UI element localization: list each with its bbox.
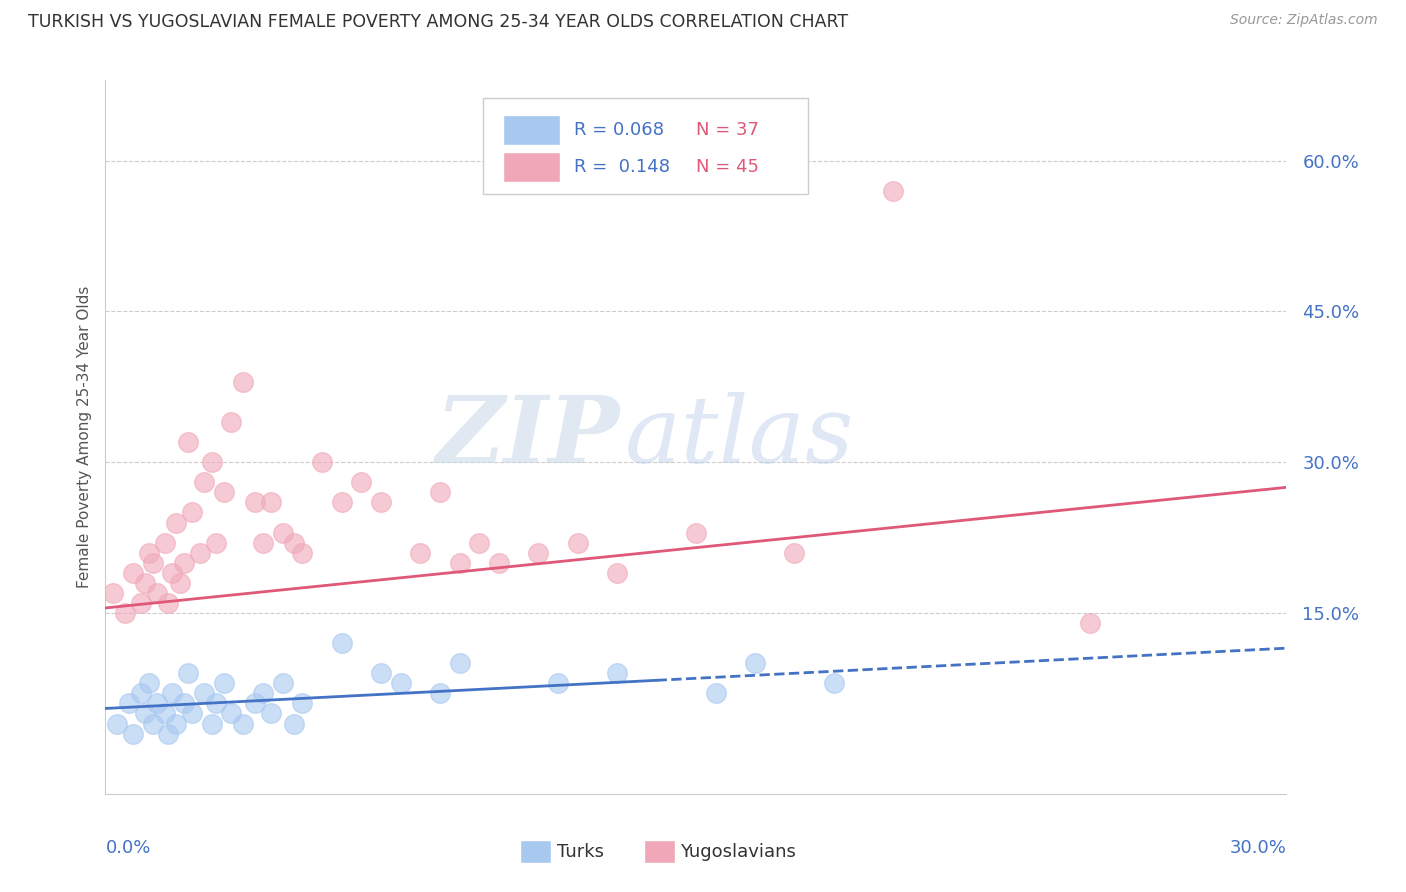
Point xyxy=(606,666,628,681)
Point xyxy=(350,475,373,490)
Point xyxy=(134,706,156,721)
Point xyxy=(389,676,412,690)
Point xyxy=(823,676,845,690)
Point xyxy=(685,525,707,540)
Text: R =  0.148: R = 0.148 xyxy=(574,159,671,177)
Point xyxy=(429,485,451,500)
Point xyxy=(330,636,353,650)
Point xyxy=(527,546,550,560)
Point xyxy=(212,485,235,500)
Point xyxy=(173,697,195,711)
Point xyxy=(409,546,432,560)
Point xyxy=(221,706,243,721)
Point xyxy=(204,535,226,549)
Point xyxy=(142,556,165,570)
Point xyxy=(567,535,589,549)
Point xyxy=(181,506,204,520)
Point xyxy=(232,375,254,389)
Text: Yugoslavians: Yugoslavians xyxy=(681,843,796,861)
Point xyxy=(330,495,353,509)
Point xyxy=(429,686,451,700)
Point xyxy=(103,586,125,600)
Point xyxy=(122,726,145,740)
Text: N = 37: N = 37 xyxy=(696,120,759,138)
Point xyxy=(153,535,176,549)
Point xyxy=(243,697,266,711)
Text: atlas: atlas xyxy=(626,392,855,482)
Point xyxy=(162,566,184,580)
Point xyxy=(201,716,224,731)
Point xyxy=(260,706,283,721)
Point xyxy=(283,535,305,549)
Point xyxy=(138,546,160,560)
Point xyxy=(142,716,165,731)
FancyBboxPatch shape xyxy=(484,98,808,194)
Point xyxy=(201,455,224,469)
Point xyxy=(129,596,152,610)
Point xyxy=(188,546,211,560)
Point xyxy=(157,596,180,610)
Point xyxy=(212,676,235,690)
Text: 0.0%: 0.0% xyxy=(105,839,150,857)
Point xyxy=(252,535,274,549)
Text: ZIP: ZIP xyxy=(434,392,619,482)
Point xyxy=(311,455,333,469)
Point xyxy=(232,716,254,731)
Point xyxy=(606,566,628,580)
Point xyxy=(271,525,294,540)
Point xyxy=(177,435,200,450)
Point xyxy=(468,535,491,549)
Text: N = 45: N = 45 xyxy=(696,159,759,177)
Point xyxy=(449,556,471,570)
Point xyxy=(252,686,274,700)
Point xyxy=(704,686,727,700)
Point xyxy=(488,556,510,570)
Point xyxy=(138,676,160,690)
Point xyxy=(221,415,243,429)
Point xyxy=(181,706,204,721)
FancyBboxPatch shape xyxy=(503,114,560,145)
Point xyxy=(145,697,167,711)
Text: TURKISH VS YUGOSLAVIAN FEMALE POVERTY AMONG 25-34 YEAR OLDS CORRELATION CHART: TURKISH VS YUGOSLAVIAN FEMALE POVERTY AM… xyxy=(28,13,848,31)
Text: Source: ZipAtlas.com: Source: ZipAtlas.com xyxy=(1230,13,1378,28)
Point xyxy=(129,686,152,700)
Point xyxy=(1078,615,1101,630)
Point xyxy=(370,666,392,681)
Point xyxy=(193,686,215,700)
Point xyxy=(283,716,305,731)
Point xyxy=(744,657,766,671)
Point xyxy=(173,556,195,570)
Point xyxy=(114,606,136,620)
Point xyxy=(204,697,226,711)
Point xyxy=(134,575,156,590)
Point xyxy=(122,566,145,580)
Point xyxy=(118,697,141,711)
Text: 30.0%: 30.0% xyxy=(1230,839,1286,857)
Point xyxy=(370,495,392,509)
FancyBboxPatch shape xyxy=(503,153,560,182)
Point xyxy=(165,516,187,530)
Point xyxy=(153,706,176,721)
Point xyxy=(271,676,294,690)
Point xyxy=(449,657,471,671)
Point xyxy=(783,546,806,560)
Point xyxy=(169,575,191,590)
Point xyxy=(291,546,314,560)
Point xyxy=(157,726,180,740)
Point xyxy=(291,697,314,711)
Point xyxy=(547,676,569,690)
Point xyxy=(260,495,283,509)
Text: R = 0.068: R = 0.068 xyxy=(574,120,664,138)
Point xyxy=(165,716,187,731)
Point xyxy=(882,184,904,198)
Point xyxy=(193,475,215,490)
Point xyxy=(243,495,266,509)
Point xyxy=(105,716,128,731)
Point xyxy=(177,666,200,681)
Point xyxy=(162,686,184,700)
Y-axis label: Female Poverty Among 25-34 Year Olds: Female Poverty Among 25-34 Year Olds xyxy=(76,286,91,588)
Point xyxy=(145,586,167,600)
Text: Turks: Turks xyxy=(557,843,603,861)
